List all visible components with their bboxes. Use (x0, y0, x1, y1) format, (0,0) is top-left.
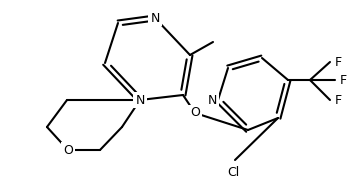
Text: Cl: Cl (227, 166, 239, 178)
Text: N: N (150, 12, 160, 25)
Text: F: F (340, 74, 346, 87)
Text: N: N (135, 94, 145, 106)
Text: F: F (335, 94, 342, 106)
Text: O: O (63, 143, 73, 156)
Text: N: N (207, 94, 217, 106)
Text: O: O (190, 106, 200, 119)
Text: F: F (335, 56, 342, 68)
